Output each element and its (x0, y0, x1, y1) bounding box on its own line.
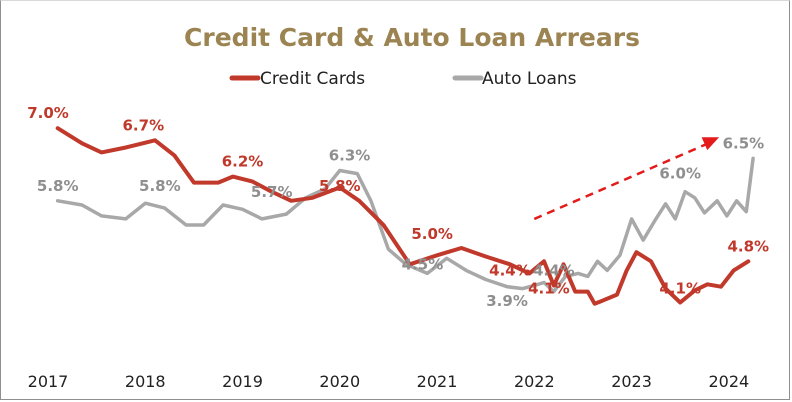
data-label-auto-loans: 5.8% (37, 177, 79, 195)
x-axis: 2017 2018 2019 2020 2021 2022 2023 2024 (28, 372, 750, 391)
data-label-credit-cards: 4.1% (528, 280, 570, 298)
x-tick-label: 2023 (611, 372, 652, 391)
data-label-auto-loans: 6.5% (723, 134, 765, 152)
data-label-auto-loans: 5.7% (251, 183, 293, 201)
data-label-auto-loans: 3.9% (486, 292, 528, 310)
x-tick-label: 2017 (28, 372, 69, 391)
legend-label-credit-cards: Credit Cards (260, 69, 365, 89)
data-label-credit-cards: 4.4% (489, 262, 531, 280)
trend-arrow-line (533, 140, 714, 221)
data-label-credit-cards: 5.8% (319, 177, 361, 195)
x-tick-label: 2022 (514, 372, 555, 391)
series-layer (55, 126, 755, 306)
x-tick-label: 2020 (319, 372, 360, 391)
annotation-layer (533, 137, 720, 221)
data-label-auto-loans: 4.5% (402, 255, 444, 273)
data-label-credit-cards: 5.0% (411, 225, 453, 243)
x-tick-label: 2018 (125, 372, 166, 391)
data-label-auto-loans: 5.8% (139, 177, 181, 195)
x-tick-label: 2024 (708, 372, 749, 391)
series-line-credit-cards (55, 126, 751, 306)
data-label-layer: 7.0%6.7%6.2%5.8%5.0%4.4%4.1% 4.1%4.8%5.8%… (27, 104, 769, 310)
legend: Credit Cards Auto Loans (229, 69, 577, 89)
x-tick-label: 2019 (222, 372, 263, 391)
data-label-auto-loans: 6.0% (659, 165, 701, 183)
data-label-credit-cards: 7.0% (27, 104, 69, 122)
data-label-auto-loans: 6.3% (329, 147, 371, 165)
data-label-credit-cards: 6.7% (123, 116, 165, 134)
x-tick-label: 2021 (417, 372, 458, 391)
data-label-credit-cards: 4.1% (659, 280, 701, 298)
data-label-credit-cards: 6.2% (222, 153, 264, 171)
series-line-auto-loans (55, 156, 755, 294)
legend-label-auto-loans: Auto Loans (482, 69, 577, 89)
data-label-auto-loans: 4.4% (533, 262, 575, 280)
chart-title: Credit Card & Auto Loan Arrears (184, 23, 640, 52)
trend-arrow-head (701, 137, 720, 151)
data-label-credit-cards: 4.8% (727, 237, 769, 255)
